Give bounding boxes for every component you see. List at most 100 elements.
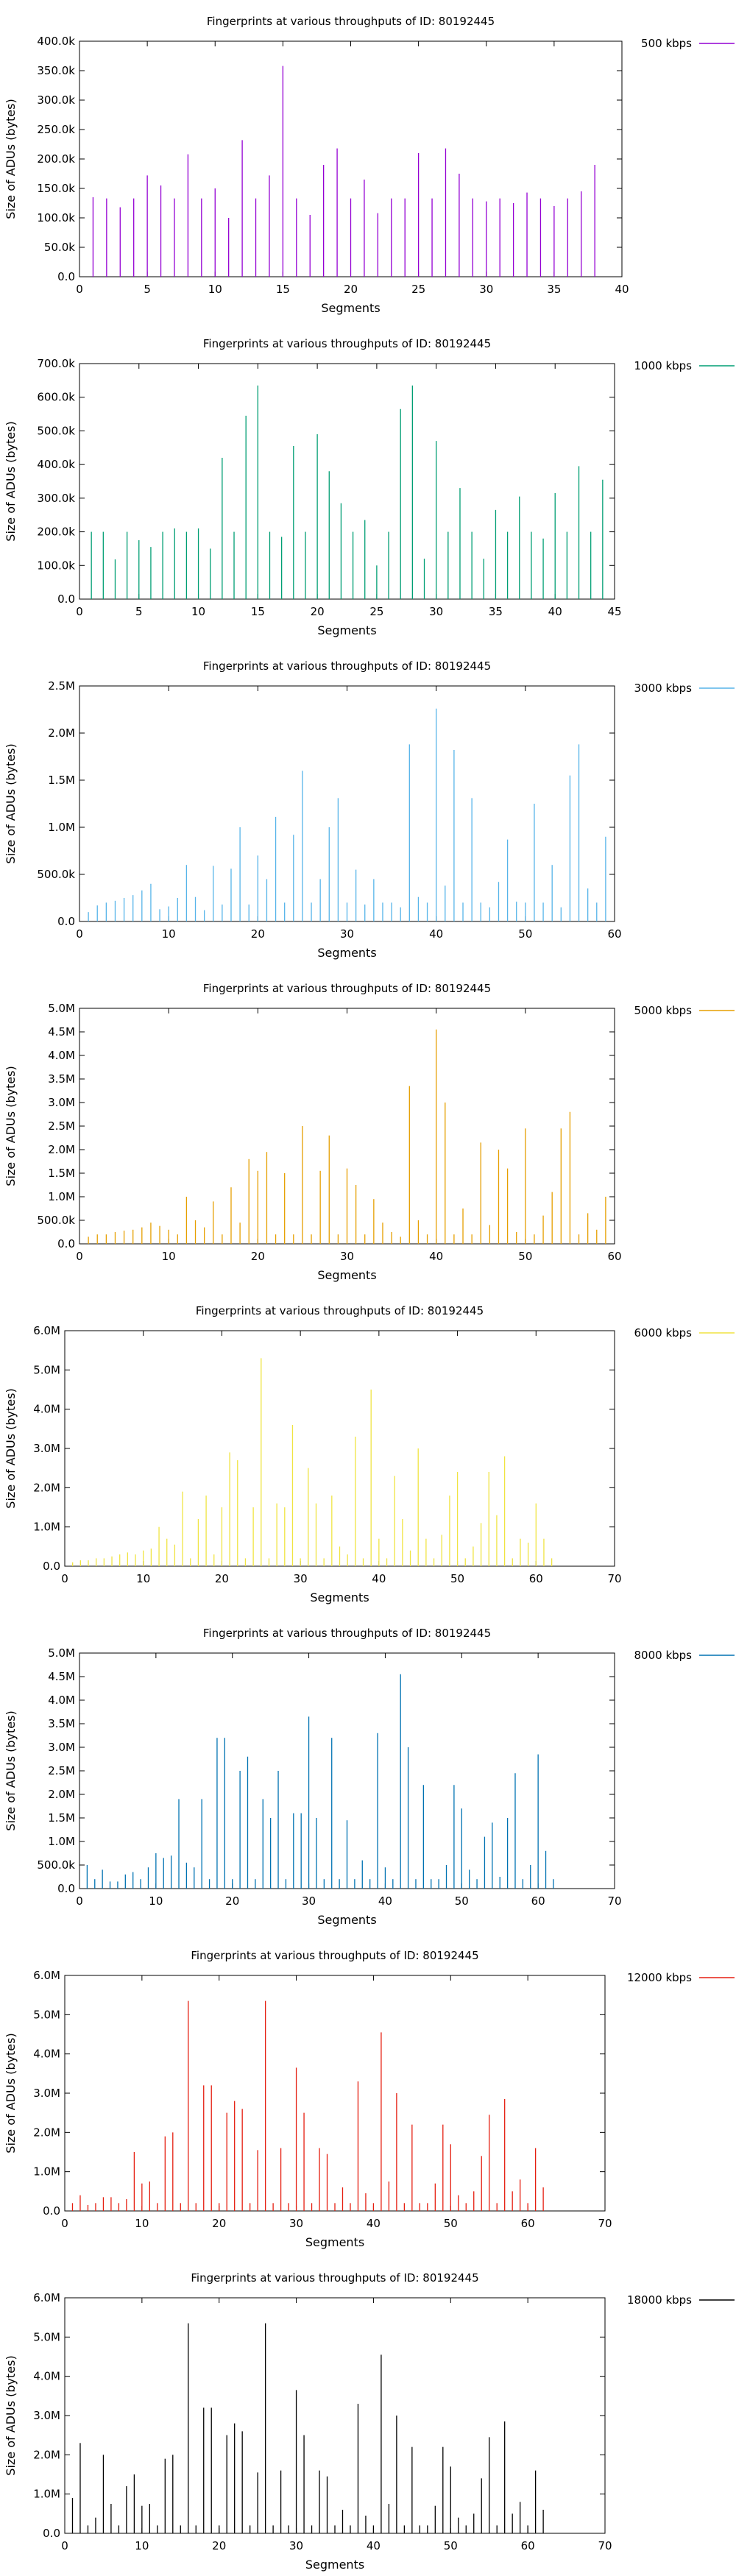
- x-axis-label: Segments: [317, 1268, 376, 1282]
- x-tick-label: 30: [340, 927, 354, 941]
- y-tick-label: 1.5M: [48, 1167, 75, 1180]
- x-tick-label: 20: [251, 1250, 265, 1263]
- x-tick-label: 50: [444, 2539, 458, 2552]
- chart-panel-1: Fingerprints at various throughputs of I…: [4, 15, 735, 315]
- y-tick-label: 100.0k: [37, 211, 75, 224]
- x-axis-label: Segments: [305, 2558, 364, 2572]
- x-tick-label: 60: [531, 1894, 545, 1908]
- chart-title: Fingerprints at various throughputs of I…: [203, 1627, 491, 1640]
- y-tick-label: 1.0M: [48, 1835, 75, 1848]
- y-tick-label: 5.0M: [33, 1363, 60, 1376]
- y-tick-label: 200.0k: [37, 152, 75, 166]
- x-tick-label: 15: [276, 283, 290, 296]
- chart-panel-2: Fingerprints at various throughputs of I…: [4, 337, 735, 637]
- legend-label: 1000 kbps: [634, 359, 693, 372]
- y-axis-label: Size of ADUs (bytes): [4, 1066, 18, 1186]
- y-tick-label: 2.0M: [48, 1788, 75, 1801]
- x-tick-label: 70: [598, 2217, 612, 2230]
- x-tick-label: 40: [429, 927, 443, 941]
- x-tick-label: 40: [429, 1250, 443, 1263]
- x-tick-label: 10: [135, 2539, 149, 2552]
- y-tick-label: 2.0M: [33, 1481, 60, 1494]
- chart-panel-4: Fingerprints at various throughputs of I…: [4, 982, 735, 1282]
- x-axis-label: Segments: [310, 1590, 369, 1604]
- x-tick-label: 40: [378, 1894, 392, 1908]
- y-tick-label: 1.0M: [48, 1190, 75, 1203]
- y-tick-label: 0.0: [57, 915, 75, 928]
- legend-label: 12000 kbps: [627, 1971, 692, 1984]
- y-tick-label: 50.0k: [44, 241, 75, 254]
- x-tick-label: 15: [251, 605, 265, 618]
- y-tick-label: 150.0k: [37, 182, 75, 195]
- x-axis-label: Segments: [321, 301, 380, 315]
- x-tick-label: 60: [607, 1250, 621, 1263]
- x-tick-label: 20: [344, 283, 358, 296]
- x-tick-label: 0: [76, 1250, 83, 1263]
- legend-label: 5000 kbps: [634, 1004, 693, 1017]
- x-tick-label: 45: [607, 605, 621, 618]
- y-tick-label: 200.0k: [37, 526, 75, 539]
- x-tick-label: 10: [149, 1894, 163, 1908]
- y-tick-label: 4.5M: [48, 1670, 75, 1683]
- y-tick-label: 2.5M: [48, 1119, 75, 1133]
- y-axis-label: Size of ADUs (bytes): [4, 421, 18, 541]
- y-tick-label: 3.0M: [48, 1741, 75, 1754]
- y-tick-label: 1.0M: [33, 2488, 60, 2501]
- x-tick-label: 40: [367, 2539, 381, 2552]
- x-tick-label: 50: [518, 1250, 532, 1263]
- y-tick-label: 4.0M: [48, 1049, 75, 1062]
- y-tick-label: 500.0k: [37, 1858, 75, 1872]
- y-tick-label: 0.0: [43, 2204, 60, 2218]
- y-tick-label: 3.0M: [33, 1442, 60, 1455]
- x-tick-label: 30: [429, 605, 443, 618]
- x-axis-label: Segments: [317, 623, 376, 637]
- x-tick-label: 25: [411, 283, 425, 296]
- y-tick-label: 300.0k: [37, 93, 75, 107]
- y-tick-label: 4.0M: [48, 1694, 75, 1707]
- y-tick-label: 400.0k: [37, 35, 75, 48]
- x-axis-label: Segments: [317, 946, 376, 960]
- x-tick-label: 70: [607, 1894, 621, 1908]
- x-tick-label: 10: [191, 605, 205, 618]
- x-axis-label: Segments: [305, 2235, 364, 2249]
- y-axis-label: Size of ADUs (bytes): [4, 99, 18, 219]
- x-tick-label: 60: [607, 927, 621, 941]
- x-tick-label: 50: [518, 927, 532, 941]
- chart-title: Fingerprints at various throughputs of I…: [191, 1949, 478, 1962]
- y-tick-label: 300.0k: [37, 492, 75, 505]
- x-tick-label: 10: [135, 2217, 149, 2230]
- x-tick-label: 30: [289, 2217, 303, 2230]
- y-tick-label: 1.0M: [33, 2165, 60, 2179]
- x-tick-label: 30: [294, 1572, 308, 1585]
- y-tick-label: 2.0M: [48, 1143, 75, 1156]
- x-tick-label: 40: [548, 605, 562, 618]
- y-tick-label: 4.0M: [33, 2370, 60, 2383]
- x-tick-label: 0: [76, 283, 83, 296]
- x-tick-label: 5: [135, 605, 143, 618]
- x-tick-label: 35: [489, 605, 503, 618]
- x-tick-label: 40: [367, 2217, 381, 2230]
- x-axis-label: Segments: [317, 1913, 376, 1927]
- chart-title: Fingerprints at various throughputs of I…: [203, 659, 491, 673]
- y-axis-label: Size of ADUs (bytes): [4, 1388, 18, 1508]
- x-tick-label: 0: [61, 1572, 68, 1585]
- y-tick-label: 3.0M: [33, 2087, 60, 2100]
- y-tick-label: 350.0k: [37, 64, 75, 77]
- x-tick-label: 60: [529, 1572, 543, 1585]
- y-axis-label: Size of ADUs (bytes): [4, 2355, 18, 2475]
- y-tick-label: 0.0: [57, 270, 75, 283]
- chart-title: Fingerprints at various throughputs of I…: [191, 2271, 478, 2285]
- y-tick-label: 2.0M: [33, 2126, 60, 2139]
- y-tick-label: 250.0k: [37, 123, 75, 136]
- x-tick-label: 5: [144, 283, 151, 296]
- y-tick-label: 5.0M: [33, 2008, 60, 2021]
- x-tick-label: 70: [607, 1572, 621, 1585]
- x-tick-label: 20: [212, 2217, 226, 2230]
- x-tick-label: 30: [340, 1250, 354, 1263]
- chart-panel-6: Fingerprints at various throughputs of I…: [4, 1627, 735, 1927]
- x-tick-label: 40: [372, 1572, 386, 1585]
- x-tick-label: 10: [162, 1250, 176, 1263]
- chart-panel-3: Fingerprints at various throughputs of I…: [4, 659, 735, 960]
- y-tick-label: 2.0M: [48, 726, 75, 740]
